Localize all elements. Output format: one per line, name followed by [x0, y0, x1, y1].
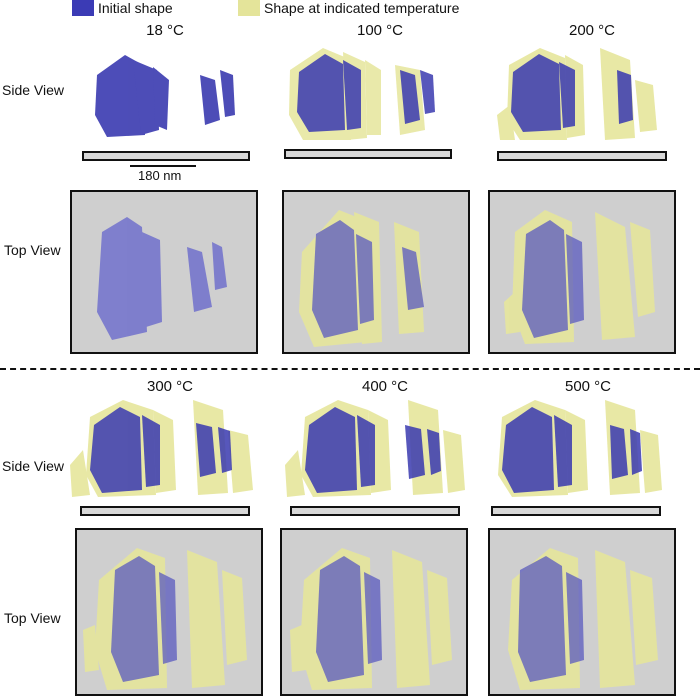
top-view-panel: [70, 190, 258, 354]
row-label-side-bottom: Side View: [2, 458, 65, 474]
particle-render: [289, 48, 435, 140]
side-view-panel: [495, 40, 665, 145]
initial-shape: [305, 407, 441, 493]
substrate-bar: [491, 506, 661, 516]
substrate-bar: [82, 151, 250, 161]
particle-render: [498, 400, 662, 497]
particle-render: [285, 400, 465, 497]
initial-shape: [95, 55, 235, 137]
initial-shape: [90, 407, 232, 493]
particle-render: [95, 55, 235, 137]
substrate-bar: [284, 149, 452, 159]
substrate-bar: [497, 151, 667, 161]
scale-bar-label: 180 nm: [138, 168, 182, 183]
initial-shape: [518, 556, 584, 682]
side-view-panel: [285, 40, 455, 145]
initial-shape: [111, 556, 177, 682]
initial-shape: [522, 220, 584, 338]
particle-render: [97, 217, 227, 340]
particle-render: [83, 548, 247, 690]
scale-bar: [130, 165, 196, 167]
initial-shape: [97, 217, 227, 340]
side-view-panel: [283, 395, 473, 500]
initial-shape: [297, 54, 435, 132]
side-view-panel: [68, 395, 258, 500]
temperature-label: 500 °C: [564, 378, 612, 395]
initial-shape: [316, 556, 382, 682]
legend-swatch-heated: [238, 0, 260, 16]
particle-render: [290, 548, 452, 690]
substrate-bar: [80, 506, 250, 516]
substrate-bar: [290, 506, 460, 516]
top-view-panel: [280, 528, 468, 696]
particle-render: [299, 210, 424, 347]
temperature-label: 18 °C: [146, 22, 184, 39]
particle-render: [70, 400, 253, 497]
side-view-panel: [490, 395, 675, 500]
particle-render: [504, 210, 655, 344]
legend-swatch-initial: [72, 0, 94, 16]
initial-shape: [502, 407, 642, 493]
top-view-panel: [282, 190, 470, 354]
side-view-panel: [85, 45, 255, 145]
temperature-label: 100 °C: [356, 22, 404, 39]
section-divider: [0, 368, 700, 370]
row-label-side-top: Side View: [2, 82, 65, 98]
temperature-label: 400 °C: [361, 378, 409, 395]
initial-shape: [312, 220, 424, 338]
top-view-panel: [488, 528, 676, 696]
temperature-label: 300 °C: [146, 378, 194, 395]
initial-shape: [511, 54, 633, 132]
legend-label-heated: Shape at indicated temperature: [264, 0, 460, 16]
row-label-top-bottom: Top View: [4, 610, 61, 626]
temperature-label: 200 °C: [568, 22, 616, 39]
top-view-panel: [75, 528, 263, 696]
legend-label-initial: Initial shape: [98, 0, 173, 16]
top-view-panel: [488, 190, 676, 354]
particle-render: [497, 48, 657, 140]
row-label-top-top: Top View: [4, 242, 61, 258]
particle-render: [508, 548, 658, 690]
